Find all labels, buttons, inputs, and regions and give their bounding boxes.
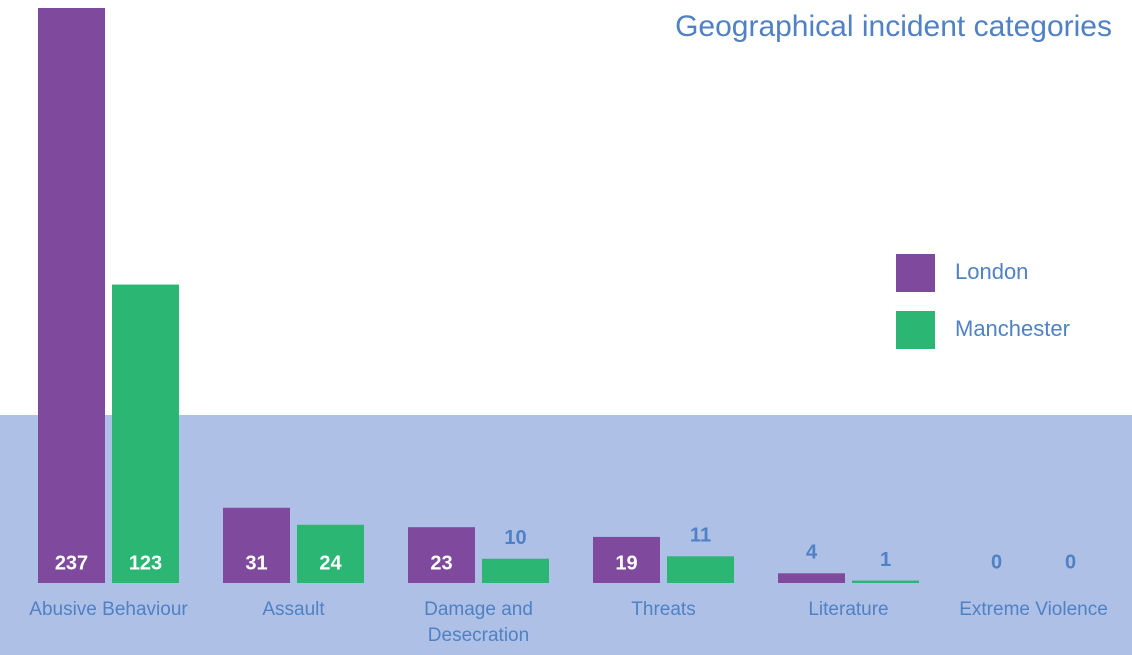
chart-title: Geographical incident categories bbox=[675, 10, 1112, 43]
bar bbox=[852, 580, 919, 583]
legend-label: London bbox=[955, 259, 1028, 284]
bar bbox=[778, 573, 845, 583]
legend-swatch bbox=[896, 254, 935, 292]
category-label: Abusive Behaviour bbox=[29, 599, 188, 620]
bar bbox=[112, 284, 179, 583]
legend-label: Manchester bbox=[955, 316, 1070, 341]
value-label: 23 bbox=[430, 552, 452, 574]
value-label: 19 bbox=[615, 552, 637, 574]
bar bbox=[38, 8, 105, 583]
value-label: 0 bbox=[1065, 551, 1076, 573]
background-band bbox=[0, 415, 1132, 655]
bar bbox=[297, 524, 364, 583]
bar bbox=[223, 507, 290, 583]
category-label: Literature bbox=[808, 599, 889, 620]
bar bbox=[482, 558, 549, 583]
category-label: Extreme Violence bbox=[959, 599, 1108, 620]
bar bbox=[593, 536, 660, 583]
category-label: Threats bbox=[631, 599, 696, 620]
value-label: 10 bbox=[504, 527, 526, 549]
category-label: Damage and Desecration bbox=[424, 599, 533, 646]
value-label: 123 bbox=[129, 552, 162, 574]
value-label: 0 bbox=[991, 551, 1002, 573]
value-label: 31 bbox=[245, 552, 267, 574]
bar bbox=[408, 527, 475, 583]
value-label: 237 bbox=[55, 552, 88, 574]
value-label: 1 bbox=[880, 549, 891, 571]
value-label: 11 bbox=[690, 525, 711, 547]
bar bbox=[667, 556, 734, 583]
value-label: 4 bbox=[806, 542, 818, 564]
category-label: Assault bbox=[262, 599, 325, 620]
legend-swatch bbox=[896, 311, 935, 349]
value-label: 24 bbox=[319, 552, 342, 574]
